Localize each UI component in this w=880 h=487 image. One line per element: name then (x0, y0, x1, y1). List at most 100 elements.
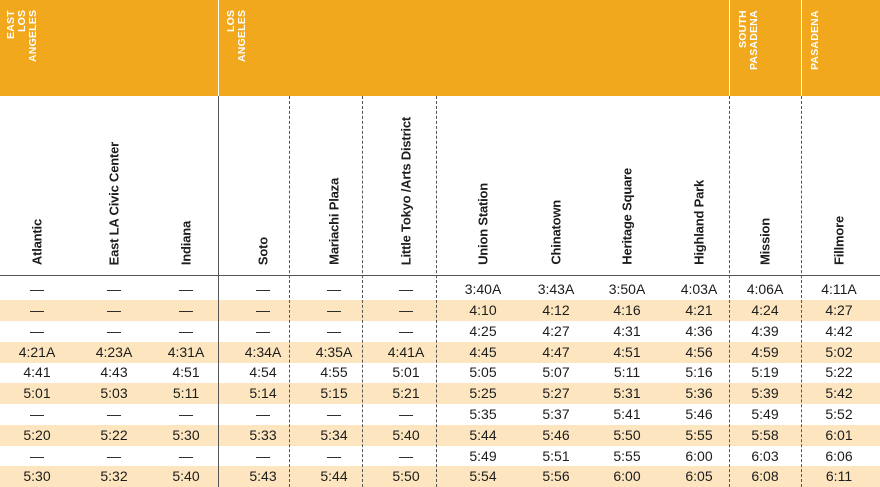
time-cell: 4:35A (315, 344, 353, 360)
station-name: East LA Civic Center (106, 141, 122, 265)
time-cell: 5:54 (469, 468, 497, 484)
time-cell: — (256, 281, 270, 297)
zone-label-pasadena: PASADENA (809, 10, 821, 70)
time-cell: 5:51 (542, 448, 570, 464)
time-cell: 4:34A (244, 344, 282, 360)
time-cell: 4:45 (469, 344, 497, 360)
time-cell: 5:20 (23, 427, 51, 443)
time-cell: 5:07 (542, 364, 570, 380)
time-cell: — (399, 448, 413, 464)
time-cell: 4:21A (18, 344, 56, 360)
zone-label-south-pasadena: SOUTH PASADENA (737, 10, 760, 70)
time-cell: 4:41 (23, 364, 51, 380)
zone-label-los-angeles: LOS ANGELES (225, 10, 248, 63)
station-header: Fillmore (807, 96, 871, 271)
time-cell: 6:01 (825, 427, 853, 443)
time-cell: — (327, 406, 341, 422)
time-cell: 4:56 (685, 344, 713, 360)
station-header: East LA Civic Center (82, 96, 146, 271)
time-cell: — (30, 323, 44, 339)
time-cell: 5:58 (751, 427, 779, 443)
station-header: Mission (733, 96, 797, 271)
time-cell: 5:39 (751, 385, 779, 401)
time-cell: — (107, 281, 121, 297)
time-cell: 6:06 (825, 448, 853, 464)
time-cell: 5:55 (685, 427, 713, 443)
column-divider (729, 96, 730, 487)
time-cell: 5:49 (469, 448, 497, 464)
station-name: Heritage Square (619, 168, 635, 265)
time-cell: 5:52 (825, 406, 853, 422)
column-divider (218, 96, 219, 487)
time-cell: 4:12 (542, 302, 570, 318)
time-cell: 4:06A (746, 281, 784, 297)
time-cell: 4:21 (685, 302, 713, 318)
time-cell: 5:50 (392, 468, 420, 484)
zone-divider (729, 0, 730, 96)
time-cell: — (30, 448, 44, 464)
time-cell: 4:31A (167, 344, 205, 360)
time-cell: 5:40 (392, 427, 420, 443)
time-cell: — (179, 281, 193, 297)
time-cell: 5:11 (613, 364, 641, 380)
time-cell: — (327, 448, 341, 464)
time-cell: 5:02 (825, 344, 853, 360)
station-header: Atlantic (5, 96, 69, 271)
time-cell: 3:43A (537, 281, 575, 297)
time-cell: 4:51 (172, 364, 200, 380)
time-cell: 4:42 (825, 323, 853, 339)
time-cell: 6:05 (685, 468, 713, 484)
time-cell: 5:16 (685, 364, 713, 380)
station-header: Heritage Square (595, 96, 659, 271)
time-cell: 5:43 (249, 468, 277, 484)
time-cell: — (256, 323, 270, 339)
time-cell: 5:44 (469, 427, 497, 443)
time-cell: 5:31 (613, 385, 641, 401)
time-cell: 5:35 (469, 406, 497, 422)
row-band (0, 466, 880, 487)
time-cell: 4:27 (825, 302, 853, 318)
time-cell: 5:03 (100, 385, 128, 401)
time-cell: 3:50A (608, 281, 646, 297)
row-band (0, 425, 880, 446)
station-header: Soto (231, 96, 295, 271)
time-cell: 4:41A (387, 344, 425, 360)
time-cell: 4:54 (249, 364, 277, 380)
station-name: Fillmore (831, 216, 847, 265)
zone-divider (801, 0, 802, 96)
time-cell: — (107, 323, 121, 339)
station-name: Atlantic (29, 218, 45, 265)
time-cell: — (327, 302, 341, 318)
time-cell: 5:05 (469, 364, 497, 380)
time-cell: — (399, 281, 413, 297)
time-cell: — (30, 406, 44, 422)
time-cell: — (327, 281, 341, 297)
time-cell: 4:31 (613, 323, 641, 339)
station-name: Little Tokyo /Arts District (398, 116, 414, 265)
time-cell: 5:40 (172, 468, 200, 484)
station-name: Chinatown (548, 200, 564, 265)
time-cell: 4:11A (821, 281, 857, 297)
station-header: Mariachi Plaza (302, 96, 366, 271)
station-name: Indiana (178, 220, 194, 265)
time-cell: 4:16 (613, 302, 641, 318)
station-header: Indiana (154, 96, 218, 271)
time-cell: — (256, 448, 270, 464)
zone-divider (218, 0, 219, 96)
time-cell: 3:40A (464, 281, 502, 297)
time-cell: 5:55 (613, 448, 641, 464)
column-divider (801, 96, 802, 487)
station-name: Mariachi Plaza (326, 178, 342, 265)
time-cell: 5:25 (469, 385, 497, 401)
time-cell: 4:55 (320, 364, 348, 380)
time-cell: — (107, 406, 121, 422)
time-cell: 4:43 (100, 364, 128, 380)
time-cell: — (179, 323, 193, 339)
time-cell: 5:34 (320, 427, 348, 443)
time-cell: 5:49 (751, 406, 779, 422)
time-cell: — (107, 302, 121, 318)
time-cell: 5:27 (542, 385, 570, 401)
time-cell: 5:44 (320, 468, 348, 484)
station-header: Union Station (451, 96, 515, 271)
time-cell: 6:08 (751, 468, 779, 484)
